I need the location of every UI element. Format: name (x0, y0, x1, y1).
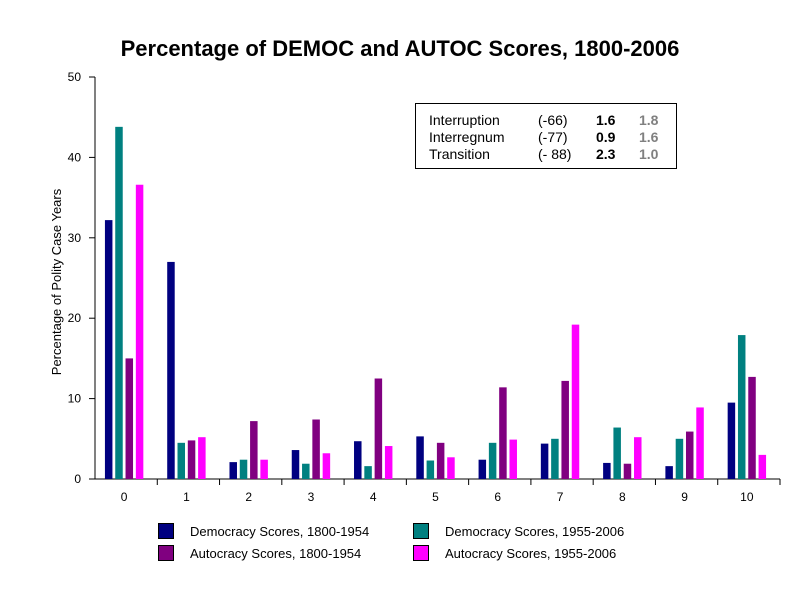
bar (229, 462, 237, 479)
x-tick-label: 2 (245, 490, 252, 504)
bar (187, 440, 196, 479)
bar (696, 407, 704, 479)
bar (364, 466, 372, 479)
annotation-row-interregnum: Interregnum (-77) 0.9 1.6 (429, 129, 658, 146)
x-tick-label: 8 (619, 490, 626, 504)
bar (291, 450, 300, 479)
legend-label: Democracy Scores, 1800-1954 (190, 524, 370, 539)
bar (354, 441, 362, 479)
bar (447, 457, 455, 479)
x-tick-label: 0 (121, 490, 128, 504)
legend-swatch (158, 523, 174, 539)
annotation-row-interruption: Interruption (-66) 1.6 1.8 (429, 112, 658, 129)
annotation-row-value-1: 2.3 (596, 146, 616, 162)
bar (167, 261, 175, 479)
x-tick-label: 7 (557, 490, 564, 504)
bar (322, 453, 331, 479)
y-axis: 0 10 20 30 40 50 (68, 70, 96, 486)
bar (104, 220, 113, 479)
bar (374, 378, 383, 479)
bar (177, 442, 186, 479)
bar (685, 431, 694, 479)
bar (634, 437, 642, 479)
bar (488, 442, 497, 479)
bar (540, 443, 549, 479)
bar (302, 463, 310, 479)
bar (436, 442, 445, 479)
bar (250, 421, 258, 479)
legend-swatch (158, 545, 174, 561)
annotation-row-transition: Transition (- 88) 2.3 1.0 (429, 146, 658, 163)
bar (135, 184, 144, 479)
annotation-row-code: (-77) (538, 129, 568, 145)
annotation-row-value-2: 1.0 (639, 146, 659, 162)
bar (312, 419, 320, 479)
bars (104, 126, 767, 480)
legend-label: Democracy Scores, 1955-2006 (445, 524, 625, 539)
legend-label: Autocracy Scores, 1800-1954 (190, 546, 362, 561)
annotation-row-value-2: 1.6 (639, 129, 659, 145)
legend-swatch (413, 523, 429, 539)
annotation-row-code: (- 88) (538, 146, 572, 162)
legend-label: Autocracy Scores, 1955-2006 (445, 546, 617, 561)
bar (478, 459, 487, 479)
annotation-row-label: Interregnum (429, 129, 505, 145)
bar (509, 439, 517, 479)
y-axis-label: Percentage of Polity Case Years (49, 188, 64, 375)
bar (125, 358, 134, 479)
bar (551, 438, 559, 479)
bar (239, 459, 248, 479)
bar (737, 335, 746, 479)
bar (727, 402, 736, 479)
annotation-row-value-1: 1.6 (596, 112, 616, 128)
x-tick-label: 5 (432, 490, 439, 504)
annotation-box: Interruption (-66) 1.6 1.8 Interregnum (… (415, 103, 677, 169)
annotation-row-value-2: 1.8 (639, 112, 659, 128)
y-tick-label: 30 (68, 231, 82, 245)
bar (623, 463, 632, 479)
bar (758, 454, 767, 479)
y-tick-label: 10 (68, 392, 82, 406)
x-tick-label: 9 (681, 490, 688, 504)
bar (561, 380, 569, 479)
y-tick-label: 0 (74, 472, 81, 486)
bar (665, 466, 673, 479)
bar (613, 427, 621, 479)
bar (416, 436, 424, 479)
bar (198, 437, 206, 479)
annotation-row-label: Transition (429, 146, 490, 162)
legend-swatch (413, 545, 429, 561)
y-tick-label: 50 (68, 70, 82, 84)
x-tick-label: 10 (740, 490, 754, 504)
bar (260, 459, 268, 479)
x-tick-label: 3 (308, 490, 315, 504)
x-tick-label: 1 (183, 490, 190, 504)
x-axis: 0 1 2 3 4 5 6 7 8 9 10 (95, 478, 781, 504)
bar (571, 324, 580, 479)
legend: Democracy Scores, 1800-1954 Democracy Sc… (158, 522, 678, 564)
bar (115, 126, 123, 480)
bar (384, 446, 393, 479)
y-tick-label: 20 (68, 311, 82, 325)
y-tick-label: 40 (68, 150, 82, 164)
chart-title: Percentage of DEMOC and AUTOC Scores, 18… (120, 36, 680, 61)
annotation-row-label: Interruption (429, 112, 500, 128)
bar (603, 462, 611, 479)
bar (748, 376, 756, 479)
x-tick-label: 6 (494, 490, 501, 504)
x-tick-label: 4 (370, 490, 377, 504)
annotation-row-code: (-66) (538, 112, 568, 128)
bar (675, 438, 684, 479)
annotation-table: Interruption (-66) 1.6 1.8 Interregnum (… (429, 112, 658, 163)
bar (499, 387, 507, 479)
bar (426, 460, 435, 479)
annotation-row-value-1: 0.9 (596, 129, 616, 145)
